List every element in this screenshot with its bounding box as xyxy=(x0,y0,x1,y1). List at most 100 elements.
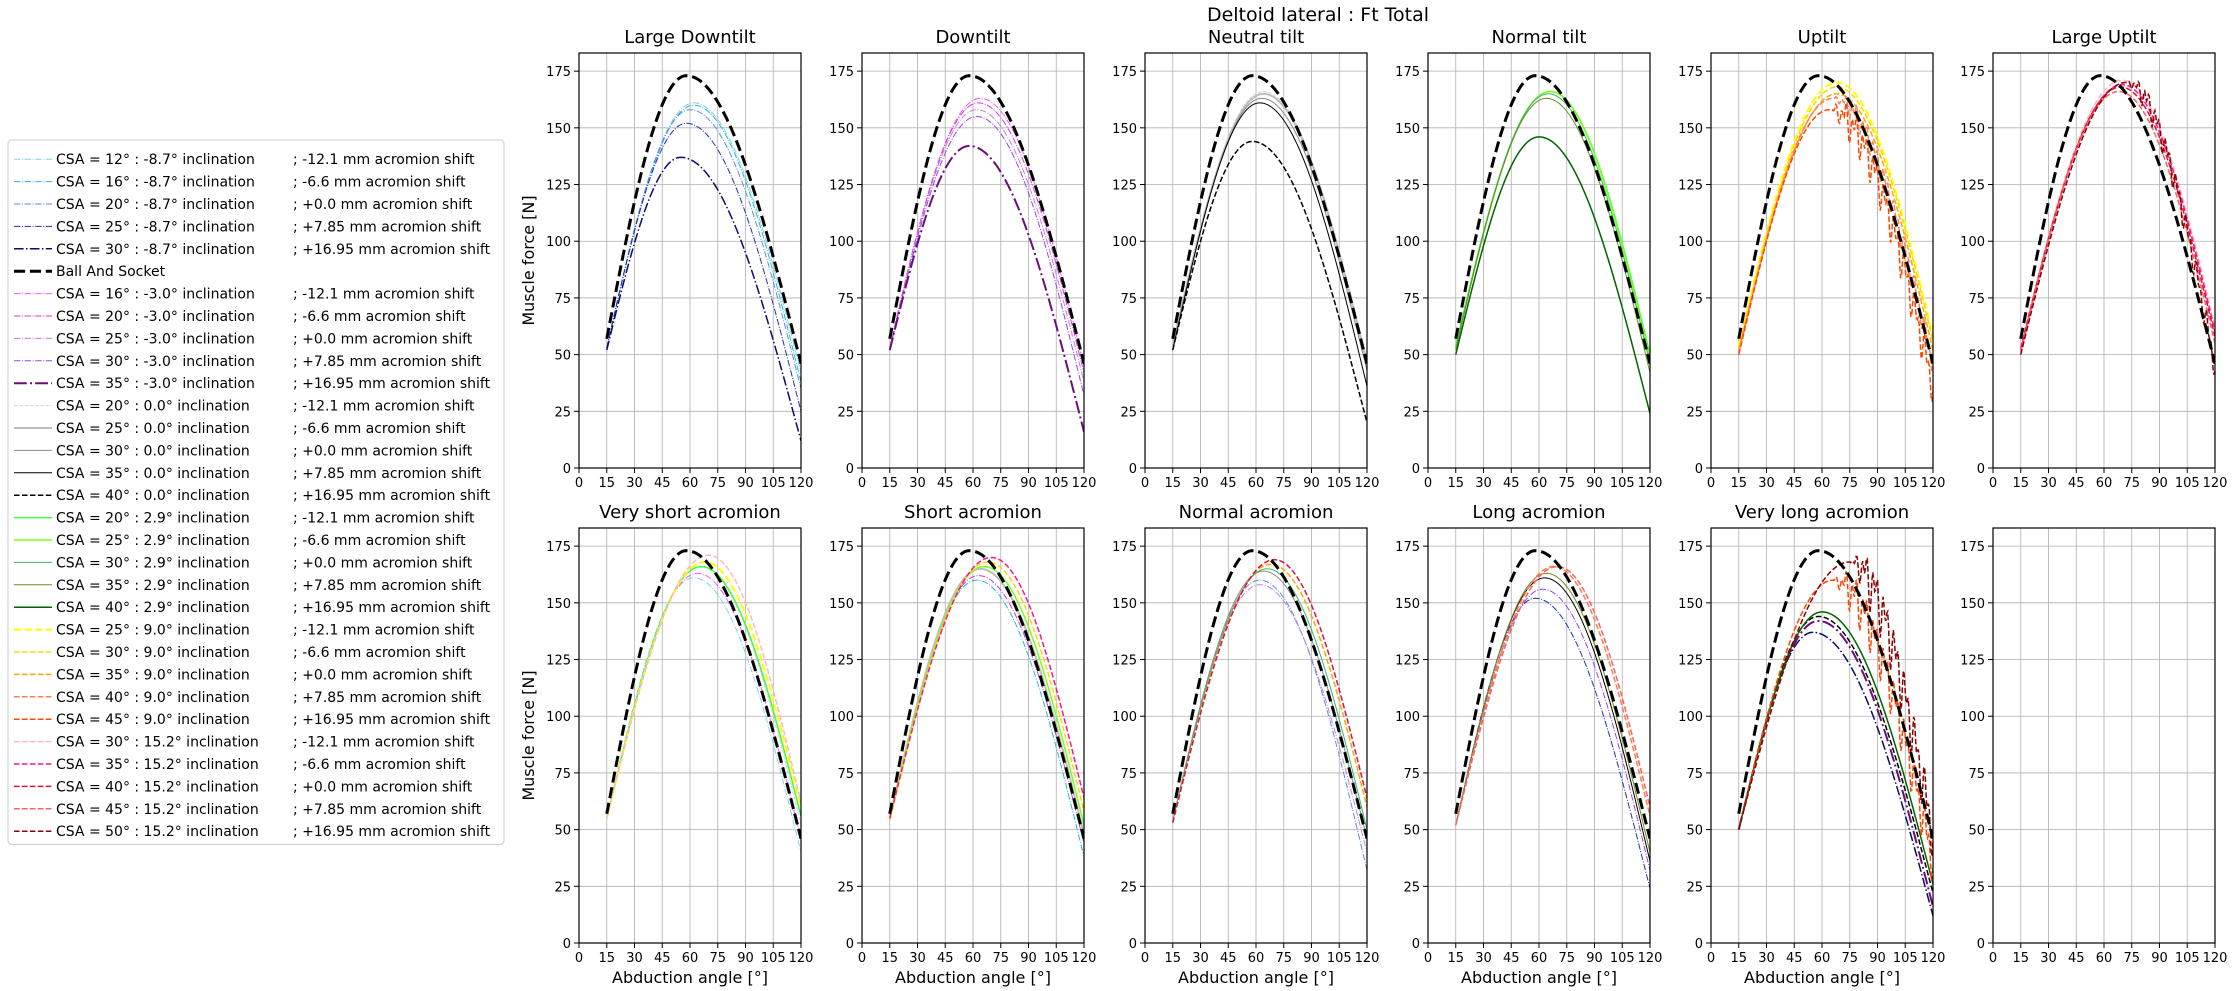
x-tick-label: 15 xyxy=(598,476,615,491)
x-tick-label: 15 xyxy=(2012,951,2029,966)
y-tick-label: 125 xyxy=(546,654,571,669)
y-tick-label: 0 xyxy=(1129,462,1137,477)
y-tick-label: 100 xyxy=(546,710,571,725)
x-axis-label: Abduction angle [°] xyxy=(895,968,1051,987)
plot-area xyxy=(1737,74,1933,402)
legend-label: CSA = 40° : 9.0° inclination xyxy=(56,690,250,706)
x-tick-label: 105 xyxy=(1610,476,1635,491)
series-line xyxy=(1172,584,1367,853)
x-tick-label: 30 xyxy=(1192,951,1209,966)
x-tick-label: 45 xyxy=(1786,476,1803,491)
series-line xyxy=(1738,86,1933,348)
legend-shift: ; +7.85 mm acromion shift xyxy=(293,354,482,370)
x-tick-label: 45 xyxy=(2068,951,2085,966)
y-tick-label: 75 xyxy=(1968,292,1985,307)
x-axis-label: Abduction angle [°] xyxy=(612,968,768,987)
series-line xyxy=(1172,140,1367,423)
legend-shift: ; -12.1 mm acromion shift xyxy=(293,623,475,639)
x-tick-label: 15 xyxy=(1447,951,1464,966)
legend-label: CSA = 30° : 9.0° inclination xyxy=(56,645,250,661)
y-tick-label: 175 xyxy=(1112,540,1137,555)
legend-label: CSA = 35° : 15.2° inclination xyxy=(56,757,259,773)
series-line xyxy=(1455,572,1650,853)
x-tick-label: 45 xyxy=(654,951,671,966)
series-line xyxy=(605,561,801,819)
legend-shift: ; -6.6 mm acromion shift xyxy=(293,421,466,437)
x-tick-label: 90 xyxy=(1303,951,1320,966)
x-tick-label: 120 xyxy=(789,951,814,966)
x-tick-label: 75 xyxy=(992,951,1009,966)
legend-label: CSA = 30° : 0.0° inclination xyxy=(56,443,250,459)
x-tick-label: 90 xyxy=(1869,476,1886,491)
x-tick-label: 105 xyxy=(761,476,786,491)
y-tick-label: 25 xyxy=(554,405,571,420)
y-tick-label: 50 xyxy=(1968,349,1985,364)
x-tick-label: 105 xyxy=(1893,951,1918,966)
x-tick-label: 105 xyxy=(1327,951,1352,966)
subplot: Neutral tilt 0 15 30 45 60 75 90 105 120 0 25 50 75 10… xyxy=(1112,27,1379,491)
x-tick-label: 105 xyxy=(1610,951,1635,966)
y-tick-label: 75 xyxy=(1120,767,1137,782)
x-tick-label: 0 xyxy=(1707,951,1715,966)
y-tick-label: 150 xyxy=(1395,597,1420,612)
legend-shift: ; -12.1 mm acromion shift xyxy=(293,152,475,168)
legend-label: CSA = 20° : -8.7° inclination xyxy=(56,197,255,213)
legend-label: CSA = 30° : -8.7° inclination xyxy=(56,242,255,258)
legend-shift: ; +16.95 mm acromion shift xyxy=(293,600,491,616)
y-tick-label: 25 xyxy=(837,405,854,420)
y-tick-label: 75 xyxy=(837,292,854,307)
legend-label: CSA = 35° : -3.0° inclination xyxy=(56,376,255,392)
y-tick-label: 125 xyxy=(1678,179,1703,194)
x-tick-label: 15 xyxy=(598,951,615,966)
subplot: Very long acromion 0 15 30 45 60 75 90 105 120 0 25… xyxy=(1678,502,1945,987)
series-line xyxy=(1737,81,1933,346)
series-line xyxy=(889,115,1084,396)
legend-shift: ; +16.95 mm acromion shift xyxy=(293,376,491,392)
plot-area xyxy=(1171,74,1367,423)
subplot-title: Normal tilt xyxy=(1492,27,1587,48)
x-tick-label: 90 xyxy=(2151,951,2168,966)
y-tick-label: 0 xyxy=(1977,462,1985,477)
x-tick-label: 0 xyxy=(858,476,866,491)
y-tick-label: 25 xyxy=(1403,880,1420,895)
legend-label: CSA = 40° : 15.2° inclination xyxy=(56,779,259,795)
y-tick-label: 50 xyxy=(554,824,571,839)
y-tick-label: 25 xyxy=(1120,880,1137,895)
series-line xyxy=(1172,568,1367,830)
y-tick-label: 75 xyxy=(837,767,854,782)
series-line xyxy=(1738,94,1933,372)
subplot: Large Downtilt 0 15 30 45 60 75 90 105 120 0 25 50 75… xyxy=(519,27,813,491)
legend-shift: ; +16.95 mm acromion shift xyxy=(293,488,491,504)
ball-and-socket-line xyxy=(1454,549,1650,840)
y-tick-label: 150 xyxy=(546,597,571,612)
legend-shift: ; +16.95 mm acromion shift xyxy=(293,824,491,840)
y-tick-label: 75 xyxy=(1403,767,1420,782)
subplot-title: Uptilt xyxy=(1798,27,1847,48)
x-axis-label: Abduction angle [°] xyxy=(1744,968,1900,987)
series-line xyxy=(1171,92,1367,364)
x-tick-label: 60 xyxy=(682,476,699,491)
legend-shift: ; +16.95 mm acromion shift xyxy=(293,242,491,258)
y-tick-label: 25 xyxy=(837,880,854,895)
legend: CSA = 12° : -8.7° inclination ; -12.1 mm … xyxy=(7,139,505,845)
plot-area xyxy=(888,74,1084,432)
legend-label: CSA = 20° : 0.0° inclination xyxy=(56,399,250,415)
legend-shift: ; -6.6 mm acromion shift xyxy=(293,533,466,549)
x-tick-label: 105 xyxy=(1044,951,1069,966)
y-tick-label: 100 xyxy=(829,710,854,725)
y-tick-label: 0 xyxy=(846,937,854,952)
y-tick-label: 100 xyxy=(1112,235,1137,250)
axes-frame xyxy=(861,52,1085,469)
y-tick-label: 0 xyxy=(1695,462,1703,477)
x-tick-label: 90 xyxy=(1020,951,1037,966)
subplot: Uptilt 0 15 30 45 60 75 90 105 120 0 25 50 75 100 125 15… xyxy=(1678,27,1945,491)
x-tick-label: 30 xyxy=(2040,951,2057,966)
y-tick-label: 50 xyxy=(1686,824,1703,839)
series-line xyxy=(606,577,801,853)
y-tick-label: 50 xyxy=(1686,349,1703,364)
x-tick-label: 90 xyxy=(1586,476,1603,491)
x-tick-label: 120 xyxy=(789,476,814,491)
y-tick-label: 50 xyxy=(1403,349,1420,364)
x-tick-label: 60 xyxy=(1531,951,1548,966)
